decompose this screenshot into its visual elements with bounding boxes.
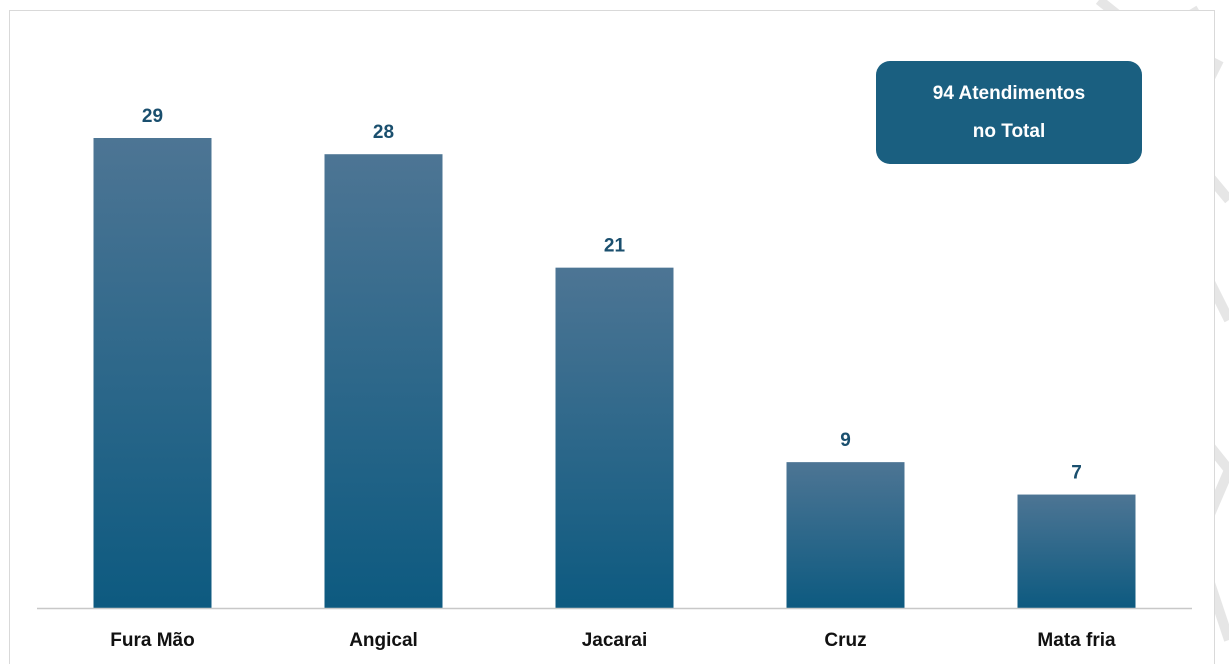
category-label-2: Jacarai xyxy=(582,630,648,651)
bar-1 xyxy=(324,154,443,608)
total-summary-line1: 94 Atendimentos xyxy=(932,82,1086,104)
value-label-3: 9 xyxy=(840,430,851,451)
bar-2 xyxy=(555,267,674,608)
category-label-3: Cruz xyxy=(824,630,866,651)
total-summary-box: 94 Atendimentos no Total xyxy=(876,61,1142,164)
bar-4 xyxy=(1017,494,1136,608)
value-label-0: 29 xyxy=(142,106,163,127)
value-label-1: 28 xyxy=(373,122,394,143)
category-label-4: Mata fria xyxy=(1037,630,1116,651)
category-label-1: Angical xyxy=(349,630,418,651)
bar-0 xyxy=(93,138,212,608)
total-summary-line2: no Total xyxy=(972,120,1046,142)
category-label-0: Fura Mão xyxy=(110,630,194,651)
value-label-4: 7 xyxy=(1071,463,1082,484)
value-label-2: 21 xyxy=(604,236,626,257)
bar-3 xyxy=(786,462,905,608)
